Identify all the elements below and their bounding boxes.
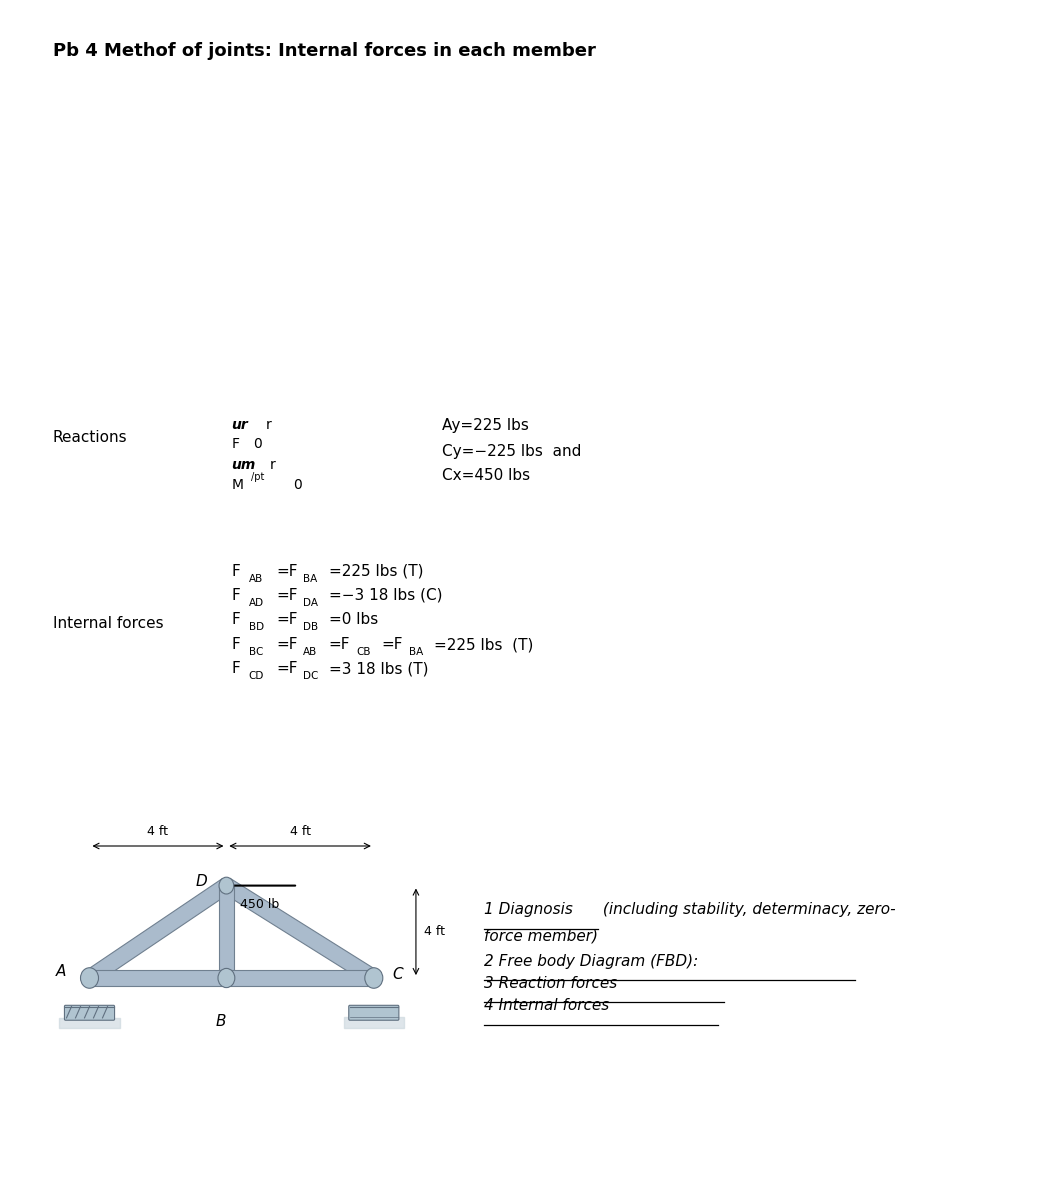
Text: Cy=−225 lbs  and: Cy=−225 lbs and: [442, 444, 581, 458]
Polygon shape: [226, 970, 374, 986]
Text: =0 lbs: =0 lbs: [329, 612, 378, 626]
Text: AD: AD: [249, 598, 263, 607]
Text: 0: 0: [293, 478, 301, 492]
Text: BA: BA: [409, 647, 423, 656]
Circle shape: [364, 967, 383, 989]
Text: Cx=450 lbs: Cx=450 lbs: [442, 468, 531, 482]
Text: F: F: [232, 564, 240, 578]
Text: C: C: [393, 967, 403, 982]
Text: =−3 18 lbs (C): =−3 18 lbs (C): [329, 588, 442, 602]
Text: F: F: [232, 437, 240, 451]
Text: BA: BA: [303, 574, 318, 583]
Text: 450 lb: 450 lb: [240, 898, 279, 911]
Text: 1 Diagnosis: 1 Diagnosis: [484, 902, 573, 917]
Text: =F: =F: [276, 661, 297, 676]
Text: =F: =F: [329, 637, 350, 653]
FancyBboxPatch shape: [349, 1006, 399, 1020]
Polygon shape: [90, 970, 226, 986]
Text: BD: BD: [249, 622, 263, 631]
Text: CD: CD: [249, 671, 264, 680]
Text: 4 ft: 4 ft: [424, 925, 445, 938]
Circle shape: [219, 877, 234, 894]
Text: 4 ft: 4 ft: [147, 824, 168, 838]
Text: 4 Internal forces: 4 Internal forces: [484, 998, 610, 1013]
Text: =3 18 lbs (T): =3 18 lbs (T): [329, 661, 428, 676]
Text: BC: BC: [249, 647, 263, 656]
Circle shape: [80, 967, 99, 989]
Text: B: B: [216, 1014, 226, 1028]
Text: F: F: [232, 588, 240, 602]
Text: AB: AB: [249, 574, 263, 583]
Polygon shape: [85, 878, 231, 985]
Text: DA: DA: [303, 598, 318, 607]
Text: Ay=225 lbs: Ay=225 lbs: [442, 418, 530, 432]
Text: 0: 0: [253, 437, 261, 451]
Text: force member): force member): [484, 929, 598, 943]
Text: AB: AB: [303, 647, 318, 656]
Text: =225 lbs (T): =225 lbs (T): [329, 564, 423, 578]
Polygon shape: [219, 886, 234, 978]
Text: A: A: [56, 965, 66, 979]
Text: (including stability, determinacy, zero-: (including stability, determinacy, zero-: [598, 902, 896, 917]
Polygon shape: [223, 878, 377, 985]
Text: 2 Free body Diagram (FBD):: 2 Free body Diagram (FBD):: [484, 954, 698, 970]
FancyBboxPatch shape: [64, 1006, 115, 1020]
Circle shape: [218, 968, 235, 988]
Text: r: r: [265, 418, 271, 432]
Text: F: F: [232, 661, 240, 676]
Text: =F: =F: [381, 637, 402, 653]
Text: =F: =F: [276, 564, 297, 578]
Text: um: um: [232, 458, 256, 473]
Text: 3 Reaction forces: 3 Reaction forces: [484, 976, 618, 991]
Text: 4 ft: 4 ft: [290, 824, 311, 838]
Text: Reactions: Reactions: [53, 431, 127, 445]
Text: =F: =F: [276, 637, 297, 653]
Text: F: F: [232, 637, 240, 653]
Text: Pb 4 Methof of joints: Internal forces in each member: Pb 4 Methof of joints: Internal forces i…: [53, 42, 596, 60]
Text: M: M: [232, 478, 243, 492]
Text: DC: DC: [303, 671, 319, 680]
Text: r: r: [270, 458, 275, 473]
Text: CB: CB: [356, 647, 371, 656]
Text: =225 lbs  (T): =225 lbs (T): [434, 637, 533, 653]
Text: D: D: [196, 875, 207, 889]
Text: DB: DB: [303, 622, 318, 631]
Text: /pt: /pt: [251, 472, 264, 481]
Text: =F: =F: [276, 612, 297, 626]
Text: F: F: [232, 612, 240, 626]
Text: Internal forces: Internal forces: [53, 617, 163, 631]
Text: =F: =F: [276, 588, 297, 602]
Text: ur: ur: [232, 418, 249, 432]
